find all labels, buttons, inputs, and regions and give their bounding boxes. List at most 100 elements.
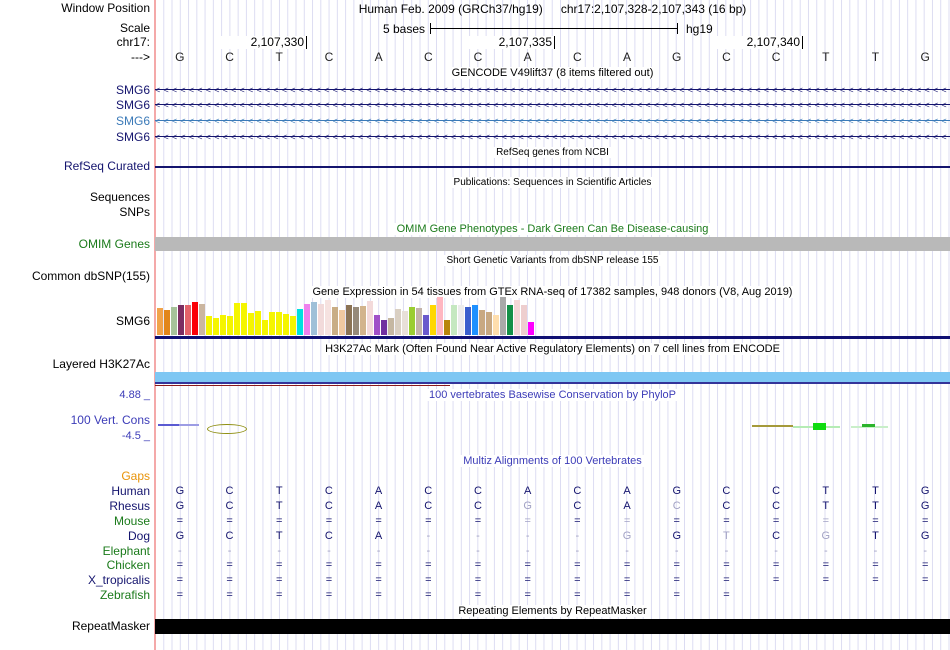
common-dbsnp-label[interactable]: Common dbSNP(155) xyxy=(0,270,150,283)
gtex-bar[interactable] xyxy=(416,308,422,335)
multiz-row-label-elephant[interactable]: Elephant xyxy=(0,544,150,558)
gtex-bar[interactable] xyxy=(248,313,254,335)
gtex-bar[interactable] xyxy=(430,305,436,335)
gtex-bar[interactable] xyxy=(220,315,226,335)
gtex-bar[interactable] xyxy=(451,305,457,335)
gtex-bar[interactable] xyxy=(437,297,443,335)
refseq-gene-line[interactable] xyxy=(155,166,950,168)
gtex-title[interactable]: Gene Expression in 54 tissues from GTEx … xyxy=(155,286,950,298)
gencode-transcript[interactable]: <<<<<<<<<<<<<<<<<<<<<<<<<<<<<<<<<<<<<<<<… xyxy=(155,115,950,127)
phylop-track-label[interactable]: 100 Vert. Cons xyxy=(0,414,150,427)
multiz-row-label-mouse[interactable]: Mouse xyxy=(0,514,150,528)
gtex-bar[interactable] xyxy=(479,310,485,335)
multiz-row-label-dog[interactable]: Dog xyxy=(0,529,150,543)
refseq-curated-label[interactable]: RefSeq Curated xyxy=(0,160,150,173)
gencode-transcript[interactable]: <<<<<<<<<<<<<<<<<<<<<<<<<<<<<<<<<<<<<<<<… xyxy=(155,84,950,96)
gtex-bar[interactable] xyxy=(423,315,429,335)
gtex-bar[interactable] xyxy=(304,304,310,335)
gtex-bar[interactable] xyxy=(325,300,331,335)
gtex-bar[interactable] xyxy=(528,322,534,335)
gtex-bar[interactable] xyxy=(283,314,289,335)
gtex-bar[interactable] xyxy=(381,320,387,335)
omim-gene-bar[interactable] xyxy=(155,237,950,251)
gtex-bar[interactable] xyxy=(332,307,338,335)
gtex-bar[interactable] xyxy=(521,305,527,335)
refseq-title[interactable]: RefSeq genes from NCBI xyxy=(155,147,950,159)
snps-label[interactable]: SNPs xyxy=(0,206,150,219)
gtex-bar[interactable] xyxy=(500,297,506,335)
multiz-row-label-rhesus[interactable]: Rhesus xyxy=(0,499,150,513)
multiz-cell: T xyxy=(872,499,879,512)
gtex-bar[interactable] xyxy=(395,309,401,335)
gtex-bar[interactable] xyxy=(360,306,366,335)
omim-genes-label[interactable]: OMIM Genes xyxy=(0,238,150,251)
gtex-bar[interactable] xyxy=(486,312,492,335)
gtex-bar[interactable] xyxy=(185,305,191,335)
gtex-bar[interactable] xyxy=(374,315,380,335)
gtex-bar[interactable] xyxy=(402,311,408,335)
gtex-bar[interactable] xyxy=(157,308,163,335)
coordinate-label: 2,107,335 xyxy=(462,36,555,49)
gtex-bar[interactable] xyxy=(346,305,352,335)
gtex-bar[interactable] xyxy=(269,312,275,335)
gtex-bar[interactable] xyxy=(290,316,296,335)
gtex-bar[interactable] xyxy=(297,309,303,335)
multiz-cell: C xyxy=(225,499,234,512)
gtex-bar[interactable] xyxy=(171,307,177,335)
multiz-cell: = xyxy=(375,514,382,527)
multiz-row-label-zebrafish[interactable]: Zebrafish xyxy=(0,589,150,603)
gtex-bar[interactable] xyxy=(199,304,205,335)
gtex-bar[interactable] xyxy=(241,303,247,335)
gtex-bar[interactable] xyxy=(213,318,219,335)
gtex-bar[interactable] xyxy=(339,310,345,335)
gtex-bar[interactable] xyxy=(255,311,261,335)
gencode-gene-label[interactable]: SMG6 xyxy=(0,99,150,112)
gencode-transcript[interactable]: <<<<<<<<<<<<<<<<<<<<<<<<<<<<<<<<<<<<<<<<… xyxy=(155,99,950,111)
gtex-baseline[interactable] xyxy=(155,336,950,339)
gtex-bar[interactable] xyxy=(388,318,394,335)
dbsnp-title[interactable]: Short Genetic Variants from dbSNP releas… xyxy=(155,255,950,267)
multiz-row-label-gaps[interactable]: Gaps xyxy=(0,470,150,483)
repeatmasker-title[interactable]: Repeating Elements by RepeatMasker xyxy=(155,605,950,617)
gencode-transcript[interactable]: <<<<<<<<<<<<<<<<<<<<<<<<<<<<<<<<<<<<<<<<… xyxy=(155,131,950,143)
gtex-bar[interactable] xyxy=(164,310,170,335)
gtex-bar[interactable] xyxy=(262,320,268,335)
sequences-label[interactable]: Sequences xyxy=(0,191,150,204)
gtex-bar[interactable] xyxy=(318,304,324,335)
multiz-row-label-human[interactable]: Human xyxy=(0,484,150,498)
gencode-gene-label[interactable]: SMG6 xyxy=(0,115,150,128)
h3k27ac-signal-bar[interactable] xyxy=(155,372,950,384)
gtex-bar[interactable] xyxy=(353,307,359,335)
gtex-bar[interactable] xyxy=(444,320,450,335)
layered-h3k27ac-label[interactable]: Layered H3K27Ac xyxy=(0,358,150,371)
repeatmasker-label[interactable]: RepeatMasker xyxy=(0,620,150,633)
gencode-gene-label[interactable]: SMG6 xyxy=(0,84,150,97)
gencode-title[interactable]: GENCODE V49lift37 (8 items filtered out) xyxy=(155,67,950,79)
gtex-bar[interactable] xyxy=(472,305,478,335)
multiz-cell: G xyxy=(523,499,532,512)
gtex-bar[interactable] xyxy=(192,302,198,335)
repeatmasker-element-bar[interactable] xyxy=(155,619,950,634)
multiz-title[interactable]: Multiz Alignments of 100 Vertebrates xyxy=(155,455,950,467)
gtex-bar[interactable] xyxy=(206,316,212,335)
gtex-bar[interactable] xyxy=(234,303,240,335)
gtex-bar[interactable] xyxy=(507,305,513,335)
multiz-row-label-x_tropicalis[interactable]: X_tropicalis xyxy=(0,574,150,588)
gtex-bar[interactable] xyxy=(514,300,520,335)
gtex-bar[interactable] xyxy=(276,312,282,335)
gtex-bar[interactable] xyxy=(458,305,464,335)
gtex-bar[interactable] xyxy=(409,307,415,335)
gtex-gene-label[interactable]: SMG6 xyxy=(0,315,150,328)
gtex-bar[interactable] xyxy=(493,315,499,335)
h3k27ac-title[interactable]: H3K27Ac Mark (Often Found Near Active Re… xyxy=(155,343,950,355)
gencode-gene-label[interactable]: SMG6 xyxy=(0,131,150,144)
gtex-bar[interactable] xyxy=(178,305,184,335)
gtex-bar[interactable] xyxy=(227,316,233,335)
gtex-bar[interactable] xyxy=(465,307,471,335)
phylop-title[interactable]: 100 vertebrates Basewise Conservation by… xyxy=(155,389,950,401)
gtex-bar[interactable] xyxy=(311,302,317,335)
omim-title[interactable]: OMIM Gene Phenotypes - Dark Green Can Be… xyxy=(155,223,950,235)
publications-title[interactable]: Publications: Sequences in Scientific Ar… xyxy=(155,177,950,189)
gtex-bar[interactable] xyxy=(367,301,373,335)
multiz-row-label-chicken[interactable]: Chicken xyxy=(0,559,150,573)
